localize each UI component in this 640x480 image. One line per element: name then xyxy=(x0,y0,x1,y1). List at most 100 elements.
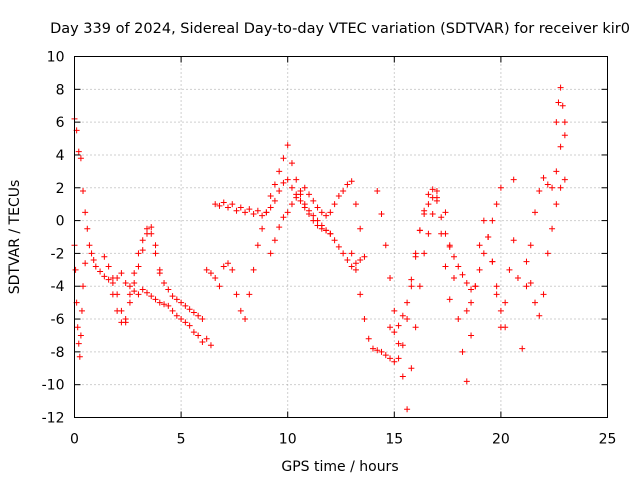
data-point xyxy=(212,275,219,282)
data-point xyxy=(225,260,232,267)
data-point xyxy=(404,406,411,413)
series-arc-g xyxy=(374,188,453,413)
data-point xyxy=(357,256,364,263)
data-point xyxy=(559,102,566,109)
data-point xyxy=(242,316,249,323)
data-point xyxy=(438,230,445,237)
data-point xyxy=(404,299,411,306)
data-point xyxy=(361,253,368,260)
data-point xyxy=(348,263,355,270)
data-point xyxy=(399,373,406,380)
series-arc-n xyxy=(553,84,568,139)
data-point xyxy=(408,276,415,283)
y-tick-label: 6 xyxy=(56,115,65,131)
data-point xyxy=(433,188,440,195)
data-point xyxy=(391,329,398,336)
data-point xyxy=(502,299,509,306)
data-point xyxy=(395,340,402,347)
series-arc-k xyxy=(485,234,517,331)
data-point xyxy=(284,176,291,183)
data-point xyxy=(86,242,93,249)
data-point xyxy=(152,242,159,249)
data-point xyxy=(327,230,334,237)
data-point xyxy=(532,299,539,306)
y-tick-label: -2 xyxy=(51,246,65,262)
series-arc-i xyxy=(442,209,509,385)
data-point xyxy=(314,222,321,229)
data-point xyxy=(314,204,321,211)
data-point xyxy=(348,178,355,185)
data-point xyxy=(229,266,236,273)
data-point xyxy=(497,324,504,331)
y-tick-label: 10 xyxy=(47,50,65,66)
data-point xyxy=(173,296,180,303)
data-point xyxy=(446,242,453,249)
x-tick-label: 25 xyxy=(599,432,617,448)
data-point xyxy=(212,201,219,208)
data-point xyxy=(425,201,432,208)
data-point xyxy=(540,291,547,298)
data-point xyxy=(105,276,112,283)
data-point xyxy=(72,266,79,273)
data-point xyxy=(92,263,99,270)
series-arc-h xyxy=(387,188,440,336)
data-point xyxy=(540,174,547,181)
data-point xyxy=(143,230,150,237)
data-point xyxy=(152,250,159,257)
data-point xyxy=(408,283,415,290)
y-tick-labels: -12 -10 -8 -6 -4 -2 0 2 4 6 8 10 xyxy=(42,50,65,427)
data-point xyxy=(357,225,364,232)
x-tick-labels: 0 5 10 15 20 25 xyxy=(70,432,616,448)
data-point xyxy=(288,160,295,167)
x-axis-label: GPS time / hours xyxy=(281,459,398,475)
data-point xyxy=(476,242,483,249)
data-point xyxy=(178,299,185,306)
data-point xyxy=(293,194,300,201)
data-point xyxy=(246,206,253,213)
data-point xyxy=(271,197,278,204)
data-point xyxy=(143,289,150,296)
data-point xyxy=(438,214,445,221)
data-point xyxy=(220,199,227,206)
data-point xyxy=(395,322,402,329)
data-point xyxy=(519,345,526,352)
data-point xyxy=(536,188,543,195)
data-point xyxy=(186,306,193,313)
data-point xyxy=(148,293,155,300)
data-point xyxy=(395,355,402,362)
data-point xyxy=(126,299,133,306)
y-tick-label: 8 xyxy=(56,82,65,98)
data-point xyxy=(259,225,266,232)
data-point xyxy=(425,230,432,237)
data-point xyxy=(74,324,81,331)
data-point xyxy=(229,201,236,208)
data-point xyxy=(310,217,317,224)
data-point xyxy=(468,286,475,293)
data-point xyxy=(387,324,394,331)
data-point xyxy=(190,329,197,336)
data-point xyxy=(523,283,530,290)
data-point xyxy=(493,291,500,298)
data-point xyxy=(118,270,125,277)
data-point xyxy=(195,332,202,339)
data-point xyxy=(468,332,475,339)
data-point xyxy=(178,316,185,323)
data-point xyxy=(510,237,517,244)
data-point xyxy=(169,293,176,300)
data-point xyxy=(109,275,116,282)
data-point xyxy=(267,192,274,199)
data-point xyxy=(263,209,270,216)
data-point xyxy=(357,291,364,298)
data-point xyxy=(254,242,261,249)
data-point xyxy=(280,155,287,162)
data-point xyxy=(76,353,83,360)
y-tick-label: -8 xyxy=(51,345,65,361)
data-point xyxy=(182,319,189,326)
data-point xyxy=(510,176,517,183)
data-point xyxy=(450,253,457,260)
data-point xyxy=(82,209,89,216)
data-point xyxy=(318,225,325,232)
data-point xyxy=(80,283,87,290)
series-arc-p xyxy=(267,178,364,257)
data-point xyxy=(468,299,475,306)
